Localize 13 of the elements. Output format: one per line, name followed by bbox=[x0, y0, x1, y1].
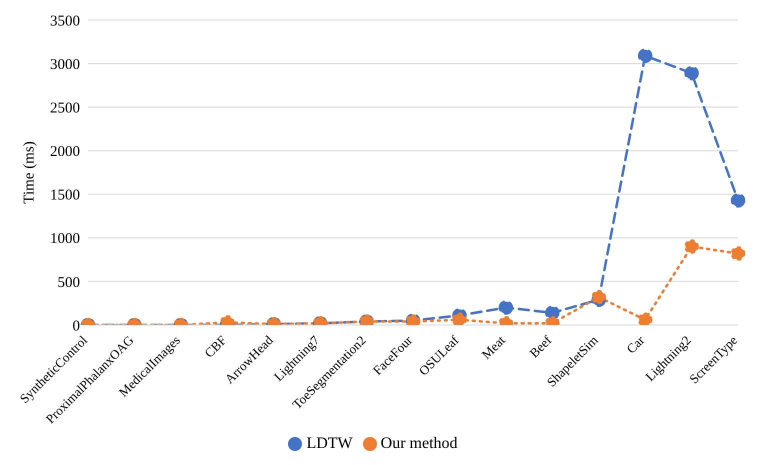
y-tick-label: 3000 bbox=[50, 56, 80, 73]
y-tick-label: 3500 bbox=[50, 13, 80, 30]
x-tick-label: CBF bbox=[201, 332, 230, 360]
y-tick-label: 1000 bbox=[50, 231, 80, 248]
y-tick-label: 2000 bbox=[50, 144, 80, 160]
legend-label: LDTW bbox=[306, 435, 353, 452]
x-tick-label: Car bbox=[623, 332, 648, 356]
legend-label: Our method bbox=[380, 435, 458, 452]
y-tick-label: 1500 bbox=[50, 188, 80, 204]
y-tick-label: 0 bbox=[72, 318, 80, 334]
y-axis-title: Time (ms) bbox=[21, 141, 38, 204]
y-tick-label: 2500 bbox=[50, 100, 80, 116]
y-tick-label: 500 bbox=[58, 274, 80, 291]
